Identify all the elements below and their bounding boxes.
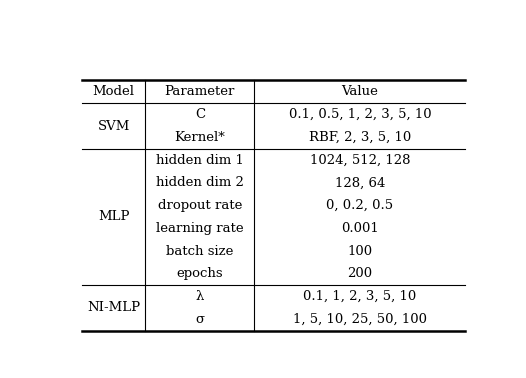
Text: 0.001: 0.001	[341, 222, 379, 235]
Text: epochs: epochs	[177, 267, 223, 280]
Text: 128, 64: 128, 64	[335, 177, 385, 189]
Text: batch size: batch size	[166, 245, 234, 257]
Text: 1, 5, 10, 25, 50, 100: 1, 5, 10, 25, 50, 100	[293, 313, 427, 326]
Text: dropout rate: dropout rate	[158, 199, 242, 212]
Text: λ: λ	[196, 290, 204, 303]
Text: Value: Value	[341, 85, 378, 98]
Text: C: C	[195, 108, 205, 121]
Text: hidden dim 2: hidden dim 2	[156, 177, 244, 189]
Text: hidden dim 1: hidden dim 1	[156, 153, 244, 167]
Text: MLP: MLP	[98, 211, 129, 223]
Text: NI-MLP: NI-MLP	[87, 301, 140, 314]
Text: Parameter: Parameter	[165, 85, 235, 98]
Text: 100: 100	[347, 245, 372, 257]
Text: 0.1, 0.5, 1, 2, 3, 5, 10: 0.1, 0.5, 1, 2, 3, 5, 10	[289, 108, 431, 121]
Text: σ: σ	[195, 313, 205, 326]
Text: Kernel*: Kernel*	[175, 131, 225, 144]
Text: 0, 0.2, 0.5: 0, 0.2, 0.5	[326, 199, 393, 212]
Text: 200: 200	[347, 267, 372, 280]
Text: RBF, 2, 3, 5, 10: RBF, 2, 3, 5, 10	[309, 131, 411, 144]
Text: 0.1, 1, 2, 3, 5, 10: 0.1, 1, 2, 3, 5, 10	[304, 290, 417, 303]
Text: 1024, 512, 128: 1024, 512, 128	[310, 153, 410, 167]
Text: learning rate: learning rate	[156, 222, 244, 235]
Text: Model: Model	[93, 85, 135, 98]
Text: SVM: SVM	[97, 119, 130, 133]
